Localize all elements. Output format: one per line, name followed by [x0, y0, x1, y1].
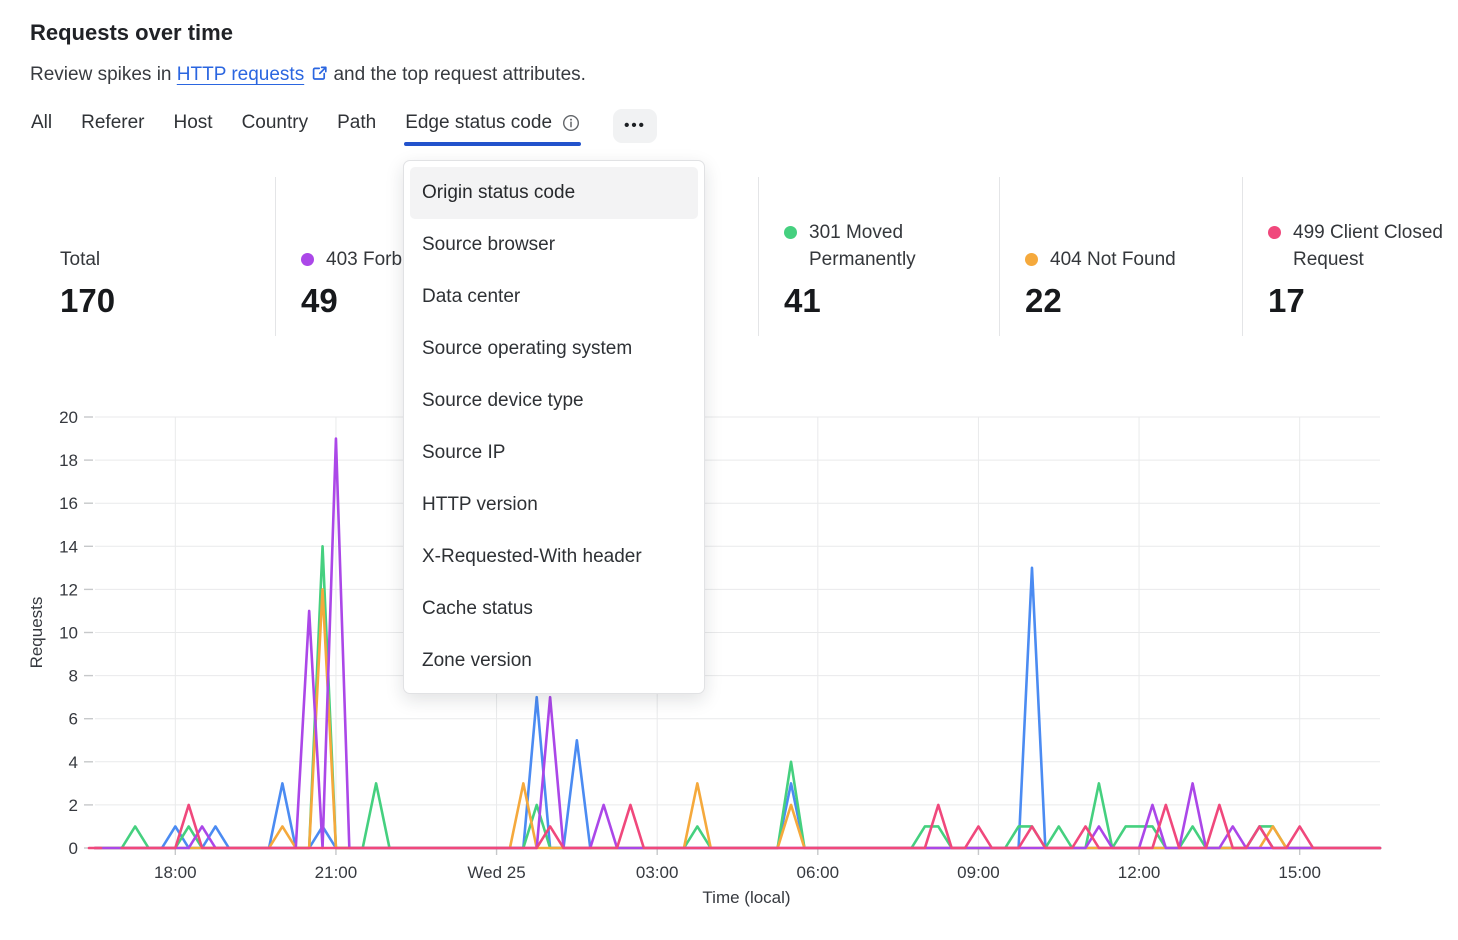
tab-label: Referer — [81, 112, 145, 133]
x-tick-label: 09:00 — [957, 863, 1000, 882]
external-link-icon — [312, 66, 327, 80]
stat-value: 41 — [784, 282, 821, 319]
tab-label: All — [31, 112, 53, 133]
menu-item-data-center[interactable]: Data center — [422, 286, 521, 307]
series-line — [93, 437, 1382, 850]
ellipsis-icon: ••• — [624, 117, 646, 134]
menu-item-source-browser[interactable]: Source browser — [422, 234, 556, 255]
stat-value: 22 — [1025, 282, 1062, 319]
stat-label: 404 Not Found — [1025, 246, 1232, 273]
tab-path[interactable]: Path — [336, 109, 377, 146]
y-tick-label: 18 — [59, 451, 78, 470]
y-tick-label: 2 — [69, 796, 78, 815]
stat-value: 49 — [301, 282, 338, 319]
menu-item-origin-status-code[interactable]: Origin status code — [410, 167, 698, 219]
x-axis-title: Time (local) — [702, 888, 790, 907]
subtitle-text-suffix: and the top request attributes. — [333, 64, 586, 85]
stat-label-text: 404 Not Found — [1050, 249, 1176, 270]
x-tick-label: 21:00 — [315, 863, 358, 882]
y-tick-label: 20 — [59, 408, 78, 427]
tab-label: Host — [173, 112, 213, 133]
y-tick-label: 6 — [69, 710, 78, 729]
subtitle-text-prefix: Review spikes in — [30, 64, 172, 85]
attribute-tabs: All Referer Host Country Path Edge statu… — [30, 109, 1428, 146]
tab-host[interactable]: Host — [172, 109, 213, 146]
series-line — [93, 545, 1382, 850]
x-tick-label: 12:00 — [1118, 863, 1161, 882]
tab-label: Edge status code — [405, 112, 553, 133]
stat-404-not-found: 404 Not Found 22 — [999, 177, 1242, 336]
x-tick-label: 03:00 — [636, 863, 679, 882]
tab-edge-status-code[interactable]: Edge status code — [404, 109, 581, 146]
stat-label-text: 499 Client Closed Request — [1293, 222, 1443, 270]
tab-all[interactable]: All — [30, 109, 53, 146]
menu-item-http-version[interactable]: HTTP version — [422, 494, 538, 515]
stat-label: 301 Moved Permanently — [784, 219, 991, 273]
stat-499-client-closed-request: 499 Client Closed Request 17 — [1242, 177, 1458, 336]
legend-dot-301 — [784, 226, 797, 239]
stat-301-moved-permanently: 301 Moved Permanently 41 — [758, 177, 999, 336]
legend-dot-404 — [1025, 253, 1038, 266]
menu-item-source-ip[interactable]: Source IP — [422, 442, 506, 463]
http-requests-link[interactable]: HTTP requests — [177, 64, 328, 85]
tab-referer[interactable]: Referer — [80, 109, 145, 146]
x-tick-label: Wed 25 — [467, 863, 525, 882]
stat-value: 170 — [60, 282, 116, 319]
stat-label: 499 Client Closed Request — [1268, 219, 1458, 273]
y-tick-label: 10 — [59, 624, 78, 643]
more-tabs-button[interactable]: ••• — [613, 109, 658, 143]
series-line — [120, 803, 1382, 850]
stat-total: Total 170 — [60, 177, 275, 336]
y-tick-label: 12 — [59, 580, 78, 599]
info-icon[interactable] — [562, 114, 580, 132]
x-tick-label: 06:00 — [797, 863, 840, 882]
y-tick-label: 16 — [59, 494, 78, 513]
page-title: Requests over time — [30, 20, 233, 45]
requests-over-time-panel: Requests over time Review spikes in HTTP… — [0, 0, 1458, 336]
x-tick-label: 18:00 — [154, 863, 197, 882]
stat-value: 17 — [1268, 282, 1305, 319]
legend-dot-403 — [301, 253, 314, 266]
y-tick-label: 8 — [69, 667, 78, 686]
menu-item-source-operating-system[interactable]: Source operating system — [422, 338, 633, 359]
menu-item-zone-version[interactable]: Zone version — [422, 650, 532, 671]
x-tick-label: 15:00 — [1278, 863, 1321, 882]
legend-dot-499 — [1268, 226, 1281, 239]
stat-label-text: 301 Moved Permanently — [809, 222, 916, 270]
tab-label: Country — [241, 112, 309, 133]
menu-item-x-requested-with-header[interactable]: X-Requested-With header — [422, 546, 642, 567]
attribute-dropdown-menu: Origin status code Source browser Data c… — [403, 160, 705, 694]
stat-label: Total — [60, 249, 101, 270]
stats-row: Total 170 403 Forbidden 49 301 Moved Per… — [60, 177, 1443, 336]
tab-label: Path — [337, 112, 377, 133]
tab-country[interactable]: Country — [241, 109, 310, 146]
y-tick-label: 4 — [69, 753, 78, 772]
link-text: HTTP requests — [176, 64, 305, 85]
y-axis-title: Requests — [27, 597, 46, 669]
menu-item-cache-status[interactable]: Cache status — [422, 598, 533, 619]
subtitle: Review spikes in HTTP requests and the t… — [30, 64, 1428, 86]
requests-chart: 0 2 4 6 8 10 12 14 16 18 20 18:00 21:00 Wed 25 03:00 06… — [27, 408, 1382, 907]
menu-item-source-device-type[interactable]: Source device type — [422, 390, 584, 411]
y-tick-label: 14 — [59, 537, 78, 556]
y-tick-label: 0 — [69, 839, 78, 858]
